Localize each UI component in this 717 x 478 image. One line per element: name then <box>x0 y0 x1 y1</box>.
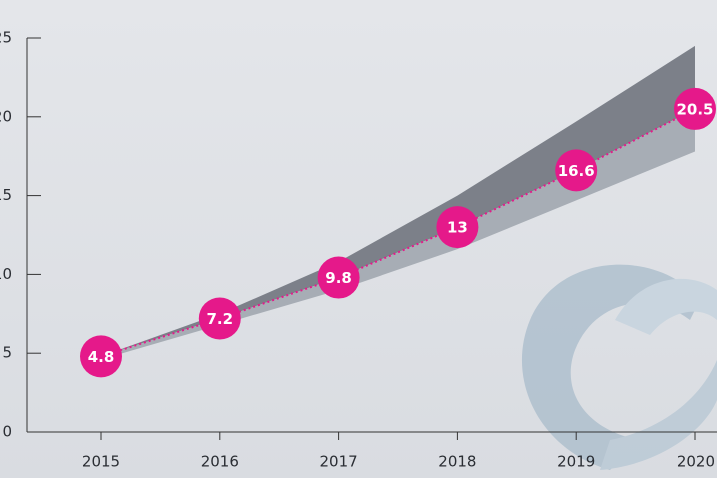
value-label: 13 <box>447 219 468 237</box>
point <box>80 335 122 378</box>
point <box>436 206 479 249</box>
y-tick-label: 15 <box>0 186 12 204</box>
point <box>317 256 360 299</box>
y-tick-label: 0 <box>2 423 12 441</box>
value-label: 16.6 <box>558 162 595 180</box>
y-tick-label: 25 <box>0 29 12 47</box>
x-tick-label: 2015 <box>82 453 120 471</box>
x-tick-label: 2018 <box>438 453 476 471</box>
y-tick-label: 10 <box>0 265 12 283</box>
x-tick-label: 2016 <box>201 453 239 471</box>
point <box>198 297 241 340</box>
point <box>555 149 598 192</box>
value-label: 20.5 <box>676 100 713 118</box>
x-tick-label: 2020 <box>677 453 715 471</box>
point <box>674 87 716 130</box>
value-label: 9.8 <box>325 269 352 287</box>
value-label: 7.2 <box>207 310 234 328</box>
watermark-logo <box>521 264 717 470</box>
x-tick-label: 2019 <box>557 453 595 471</box>
value-label: 4.8 <box>88 348 115 366</box>
y-tick-label: 20 <box>0 107 12 125</box>
y-tick-label: 5 <box>2 344 12 362</box>
x-tick-label: 2017 <box>320 453 358 471</box>
